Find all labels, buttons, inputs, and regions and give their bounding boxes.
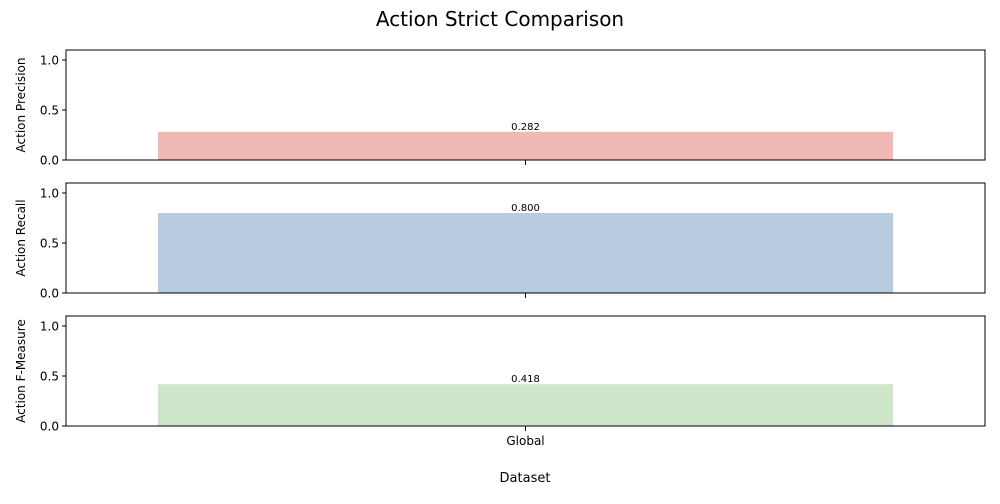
plot-frame [65,49,986,161]
panel-3: 0.418 Global 0.0 0.5 1.0 Action F-Measure [14,315,986,448]
bar [157,131,894,160]
y-tick-label: 1.0 [40,54,59,68]
y-axis-label: Action Recall [14,199,28,276]
chart-title: Action Strict Comparison [376,7,624,31]
y-tick-label: 0.0 [40,287,59,301]
plot-frame [65,315,986,427]
panel-1: 0.282 0.0 0.5 1.0 Action Precision [14,49,986,168]
panel-2: 0.800 0.0 0.5 1.0 Action Recall [14,182,986,301]
y-tick-label: 1.0 [40,320,59,334]
bar [157,384,894,426]
y-tick-label: 0.5 [40,237,59,251]
x-tick-label: Global [506,434,544,448]
bar-value-label: 0.800 [511,203,540,214]
y-tick-label: 0.5 [40,370,59,384]
bar-value-label: 0.282 [511,122,540,133]
y-tick-label: 0.5 [40,104,59,118]
plot-frame [65,182,986,294]
bar [157,213,894,293]
y-tick-label: 0.0 [40,420,59,434]
y-axis-label: Action Precision [14,58,28,153]
x-axis-label: Dataset [500,471,551,486]
y-tick-label: 0.0 [40,154,59,168]
y-axis-label: Action F-Measure [14,319,28,423]
y-tick-label: 1.0 [40,187,59,201]
bar-value-label: 0.418 [511,374,540,385]
